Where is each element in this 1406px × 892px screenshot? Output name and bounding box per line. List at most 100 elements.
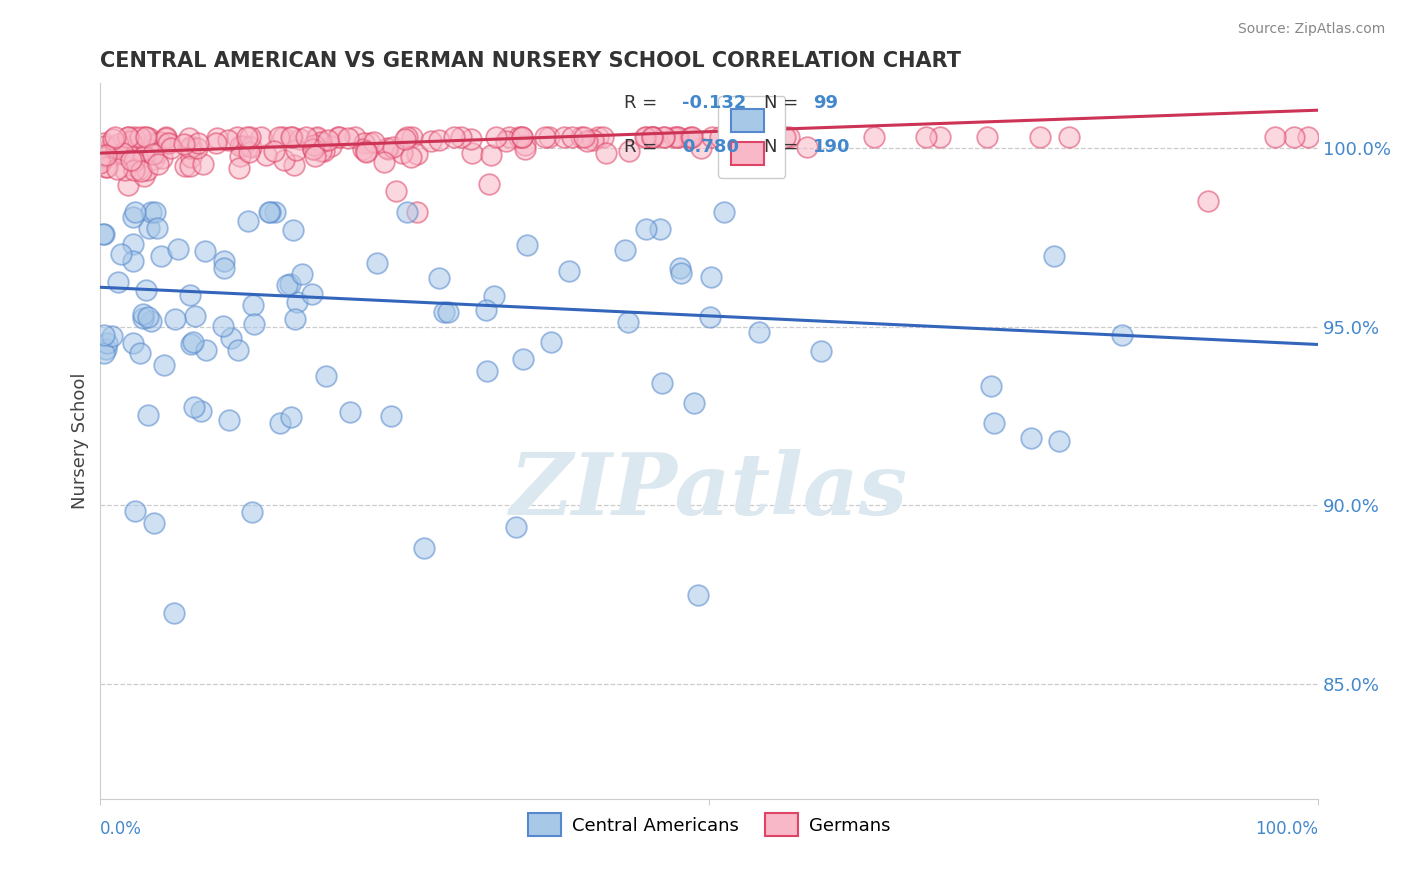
Point — [271, 130, 294, 145]
Point — [142, 153, 165, 167]
Point — [273, 153, 295, 167]
Point — [118, 149, 141, 163]
Point — [112, 146, 135, 161]
Point — [662, 130, 685, 145]
Point — [194, 244, 217, 258]
Point — [709, 130, 731, 145]
Point — [592, 130, 614, 145]
Point — [269, 416, 291, 430]
Point — [617, 315, 640, 329]
Point — [316, 133, 339, 147]
Point — [652, 130, 675, 145]
Point — [354, 145, 377, 160]
Point — [671, 266, 693, 280]
Point — [110, 246, 132, 260]
Point — [399, 150, 422, 164]
Point — [681, 130, 703, 145]
Point — [651, 376, 673, 391]
Point — [239, 130, 262, 145]
Point — [366, 255, 388, 269]
Point — [617, 144, 640, 158]
Point — [666, 130, 689, 145]
Point — [381, 140, 404, 154]
Point — [93, 136, 115, 150]
Point — [101, 329, 124, 343]
Point — [443, 130, 465, 145]
Point — [513, 138, 536, 153]
Point — [281, 222, 304, 236]
Point — [513, 142, 536, 156]
Point — [460, 132, 482, 146]
Point — [94, 150, 117, 164]
Point — [1028, 130, 1050, 145]
Point — [394, 132, 416, 146]
Point — [1264, 130, 1286, 145]
Point — [915, 130, 938, 145]
Point — [138, 408, 160, 422]
Point — [433, 305, 456, 319]
Point — [295, 130, 318, 145]
Point — [104, 139, 127, 153]
Point — [263, 144, 285, 158]
Point — [149, 135, 172, 149]
Point — [167, 242, 190, 256]
Point — [510, 130, 533, 145]
Point — [179, 141, 201, 155]
Point — [135, 284, 157, 298]
Point — [136, 310, 159, 324]
Point — [191, 157, 214, 171]
Point — [1197, 194, 1219, 209]
Point — [232, 138, 254, 153]
Point — [510, 130, 533, 145]
Point — [145, 146, 167, 161]
Point — [495, 134, 517, 148]
Point — [775, 130, 797, 145]
Point — [181, 334, 204, 349]
Point — [120, 153, 142, 167]
Point — [129, 130, 152, 145]
Point — [343, 130, 366, 145]
Point — [238, 145, 260, 160]
Point — [93, 139, 115, 153]
Point — [142, 136, 165, 150]
Point — [139, 205, 162, 219]
Point — [160, 141, 183, 155]
Point — [117, 130, 139, 145]
Legend: Central Americans, Germans: Central Americans, Germans — [522, 805, 897, 844]
Point — [96, 160, 118, 174]
Point — [745, 134, 768, 148]
Point — [634, 222, 657, 236]
Point — [461, 146, 484, 161]
Point — [512, 351, 534, 366]
Point — [124, 205, 146, 219]
Point — [475, 303, 498, 318]
Point — [427, 133, 450, 147]
Point — [96, 336, 118, 351]
Point — [153, 358, 176, 372]
Point — [93, 327, 115, 342]
Point — [863, 130, 886, 145]
Point — [122, 210, 145, 224]
Point — [450, 130, 472, 145]
Point — [194, 343, 217, 358]
Point — [229, 139, 252, 153]
Point — [91, 227, 114, 241]
Point — [132, 311, 155, 326]
Point — [384, 184, 406, 198]
Point — [281, 130, 304, 145]
Point — [236, 214, 259, 228]
Point — [301, 143, 323, 157]
Point — [648, 221, 671, 235]
Point — [283, 158, 305, 172]
Point — [540, 334, 562, 349]
Point — [145, 205, 167, 219]
Point — [229, 149, 252, 163]
Point — [284, 312, 307, 326]
Point — [796, 140, 818, 154]
Point — [165, 311, 187, 326]
Point — [212, 261, 235, 276]
Point — [122, 154, 145, 169]
Point — [315, 368, 337, 383]
Point — [377, 142, 399, 156]
Point — [1057, 130, 1080, 145]
